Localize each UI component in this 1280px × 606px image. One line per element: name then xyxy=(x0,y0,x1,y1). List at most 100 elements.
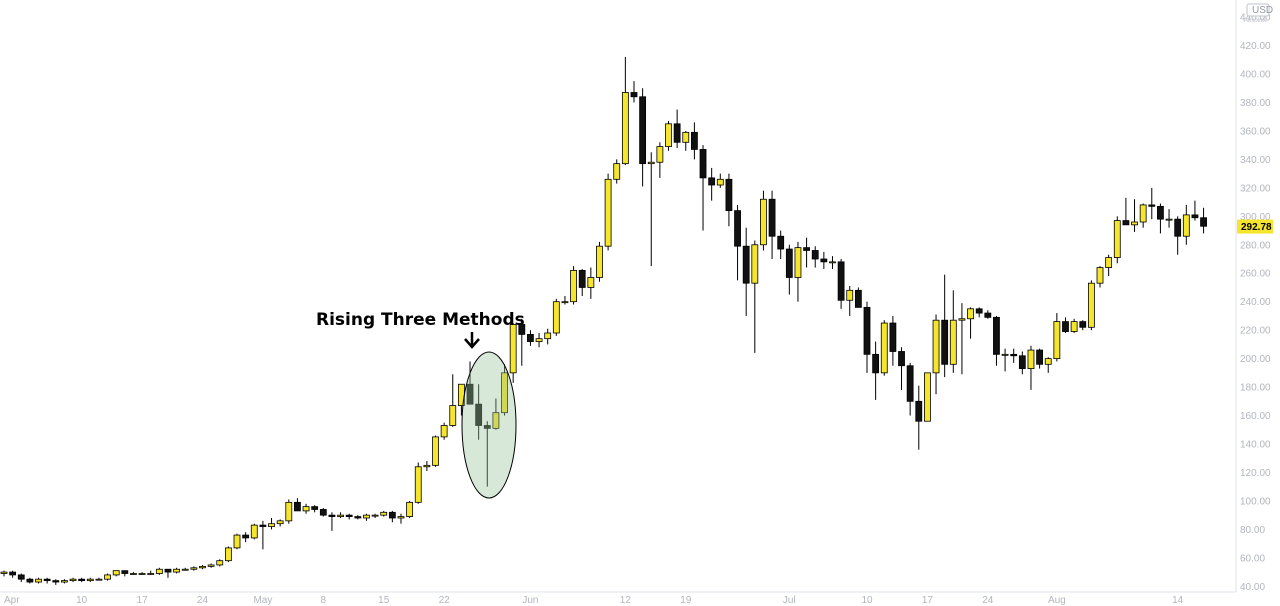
candle-body-down xyxy=(734,210,741,247)
candle xyxy=(440,422,448,440)
candle-body-down xyxy=(242,534,250,539)
candle xyxy=(1191,200,1199,221)
candle xyxy=(544,328,552,345)
candle xyxy=(1148,187,1156,220)
time-tick-label: Aug xyxy=(1048,595,1066,606)
candle xyxy=(725,173,733,227)
candle-body-down xyxy=(1018,355,1026,369)
candle xyxy=(35,577,42,584)
price-tick-label: 120.00 xyxy=(1240,468,1271,479)
candle-body-up xyxy=(181,568,189,571)
candle xyxy=(250,523,258,540)
candle-body-up xyxy=(371,514,379,517)
candle-body-down xyxy=(294,501,301,512)
candle-body-down xyxy=(725,178,733,212)
candle-body-down xyxy=(52,580,60,583)
candle-body-up xyxy=(1044,358,1052,365)
time-tick-label: 10 xyxy=(861,595,873,606)
candle-body-up xyxy=(432,436,439,466)
time-tick-label: 24 xyxy=(197,595,209,606)
candle-body-up xyxy=(224,547,232,562)
candle xyxy=(86,577,94,583)
candle-body-up xyxy=(1113,220,1121,258)
candle-body-up xyxy=(69,578,77,582)
time-axis[interactable]: Apr 10 17 24 May 8 15 22 Jun 12 19 Jul 10 17 24 Aug 14 xyxy=(4,595,1184,606)
time-tick-label: 17 xyxy=(137,595,149,606)
candle xyxy=(302,503,310,514)
price-tick-label: 200.00 xyxy=(1240,354,1271,365)
candle-body-up xyxy=(207,564,215,567)
pattern-highlight-ellipse xyxy=(461,351,517,499)
price-tick-label: 420.00 xyxy=(1240,41,1271,52)
candle xyxy=(665,120,672,151)
candle xyxy=(596,241,603,282)
candle-body-up xyxy=(751,244,759,284)
candle-body-up xyxy=(250,524,258,539)
candle-body-down xyxy=(1062,321,1069,332)
candle-body-up xyxy=(302,506,310,512)
candle-body-down xyxy=(26,578,34,583)
candle xyxy=(190,566,198,571)
candle-body-down xyxy=(993,316,1000,355)
candle xyxy=(518,318,526,366)
candle xyxy=(138,572,146,575)
candle xyxy=(1036,348,1043,369)
candle xyxy=(811,246,819,268)
price-tick-label: 340.00 xyxy=(1240,155,1271,166)
candle-body-down xyxy=(742,245,750,284)
candle-body-down xyxy=(1148,204,1156,207)
candle-body-up xyxy=(492,412,500,429)
candle-body-down xyxy=(811,250,819,260)
candle xyxy=(656,142,664,178)
candle-body-down xyxy=(1174,218,1182,237)
candle xyxy=(621,56,629,166)
candle-body-down xyxy=(1191,214,1199,219)
candle-body-up xyxy=(716,178,724,186)
candle-body-up xyxy=(880,322,888,374)
candle xyxy=(1165,209,1173,228)
candle-body-up xyxy=(1105,257,1113,268)
price-tick-label: 400.00 xyxy=(1240,70,1271,81)
price-tick-label: 260.00 xyxy=(1240,269,1271,280)
candle-body-up xyxy=(173,568,181,573)
price-axis[interactable]: 40.00 60.00 80.00 100.00 120.00 140.00 160.00 1… xyxy=(1240,13,1271,593)
candle xyxy=(207,563,215,568)
candle xyxy=(475,384,483,440)
candle-body-up xyxy=(509,324,517,374)
candle xyxy=(130,572,137,575)
candle xyxy=(492,398,500,430)
candle-body-down xyxy=(17,574,25,580)
candle-body-down xyxy=(837,261,845,301)
candle xyxy=(673,109,681,148)
candle xyxy=(112,570,120,577)
candle xyxy=(535,333,543,348)
candle xyxy=(414,462,422,504)
price-tick-label: 140.00 xyxy=(1240,440,1271,451)
candle-body-down xyxy=(1036,349,1043,365)
candle xyxy=(1001,348,1009,372)
candle xyxy=(432,435,439,467)
candle xyxy=(604,173,612,251)
candle xyxy=(1182,204,1190,245)
candle-body-up xyxy=(406,501,414,517)
candle-body-down xyxy=(708,177,716,186)
price-tick-label: 440.00 xyxy=(1240,13,1271,24)
candle xyxy=(837,259,845,309)
candle-body-up xyxy=(1087,282,1095,328)
candle-body-up xyxy=(138,573,146,575)
currency-badge[interactable]: USD Absolute xyxy=(1244,3,1273,24)
candle xyxy=(854,287,862,308)
candle xyxy=(17,573,25,583)
candle xyxy=(345,513,353,520)
candle-body-down xyxy=(518,324,526,335)
price-tick-label: 220.00 xyxy=(1240,326,1271,337)
candle-body-up xyxy=(199,565,206,569)
candle xyxy=(449,374,457,427)
candle-body-up xyxy=(760,198,767,246)
candle xyxy=(26,577,34,584)
candle-body-down xyxy=(699,149,707,179)
candle xyxy=(760,190,767,251)
candle-body-down xyxy=(43,578,51,582)
candle-body-down xyxy=(1122,220,1130,226)
